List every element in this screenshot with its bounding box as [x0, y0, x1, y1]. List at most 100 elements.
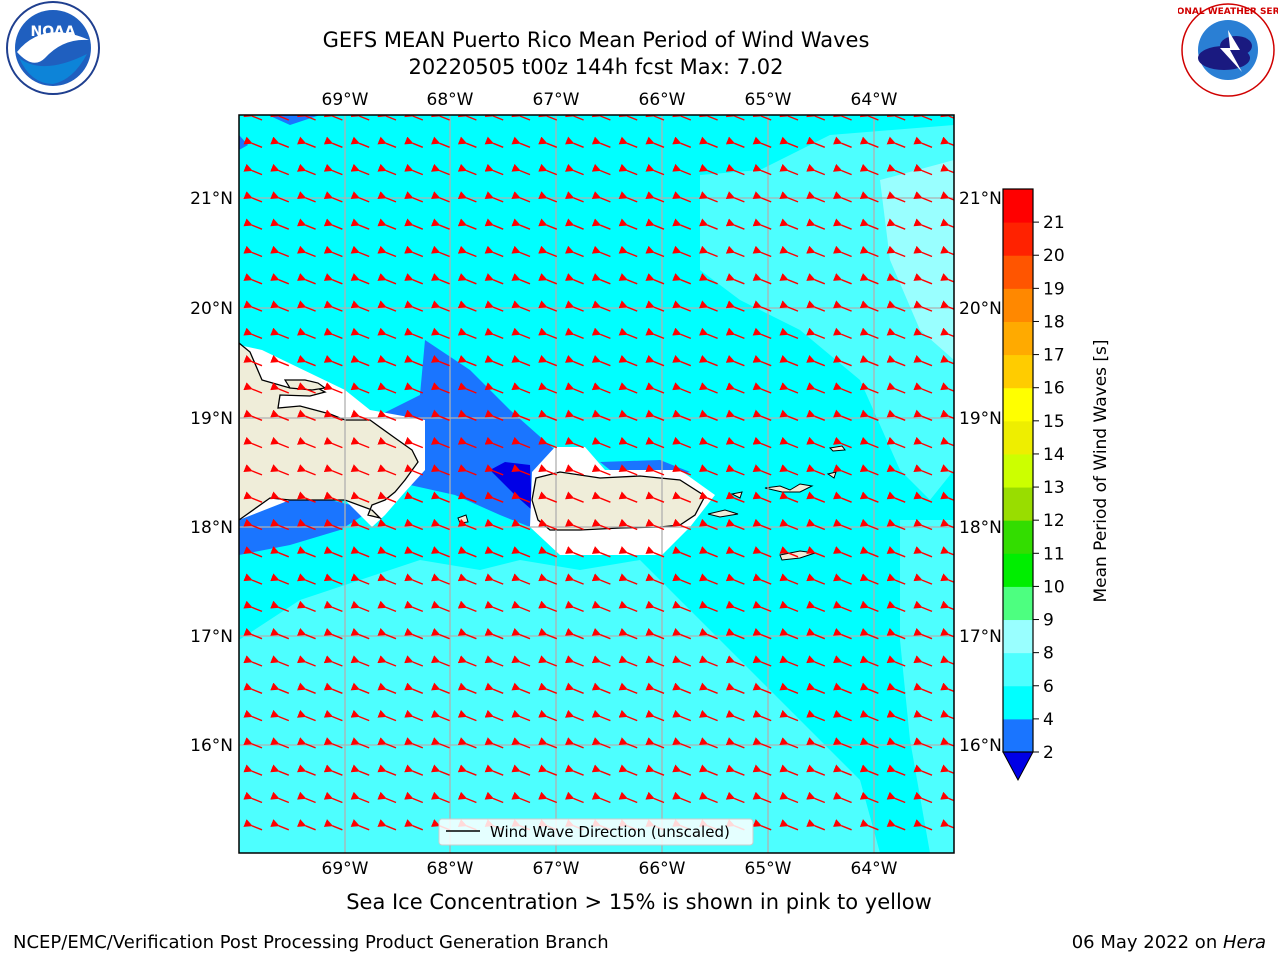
wind-arrow: [913, 791, 933, 804]
wind-arrow: [538, 464, 558, 476]
wind-arrow: [833, 819, 852, 831]
wind-arrow: [618, 191, 638, 203]
wind-arrow: [243, 709, 263, 722]
wind-arrow: [457, 273, 477, 285]
wind-arrow: [913, 300, 933, 312]
wind-arrow: [833, 354, 852, 367]
wind-arrow: [377, 573, 397, 585]
wind-arrow: [538, 354, 558, 367]
wind-arrow: [511, 245, 531, 258]
wind-arrow: [699, 791, 718, 804]
wind-arrow: [699, 546, 718, 558]
wind-arrow: [672, 709, 692, 722]
wind-arrow: [913, 737, 933, 749]
wind-arrow: [699, 764, 718, 776]
wind-arrow: [377, 737, 397, 749]
wind-arrow: [699, 518, 718, 531]
wind-arrow: [484, 464, 504, 476]
wind-arrow: [484, 327, 504, 340]
wind-arrow: [538, 791, 558, 804]
vieques-island: [707, 509, 739, 518]
wind-arrow: [270, 136, 290, 148]
wind-arrow: [725, 737, 745, 749]
wind-arrow: [752, 546, 772, 558]
wind-arrow: [859, 518, 879, 531]
wind-arrow: [752, 464, 772, 476]
wind-arrow: [779, 191, 799, 203]
wind-arrow: [350, 682, 370, 694]
wind-arrow: [323, 627, 343, 640]
wind-arrow: [350, 546, 370, 558]
wind-arrow: [725, 436, 745, 449]
wind-arrow: [431, 300, 450, 312]
wind-arrow: [243, 436, 263, 449]
wind-arrow: [484, 682, 504, 694]
wind-arrow: [511, 491, 531, 503]
wind-arrow: [645, 655, 665, 667]
wind-arrow: [859, 464, 879, 476]
wind-arrow: [806, 491, 826, 503]
wind-arrow: [484, 709, 504, 722]
wind-arrow: [484, 737, 504, 749]
wind-arrow: [538, 491, 558, 503]
wind-arrow: [779, 819, 799, 831]
wind-arrow: [886, 409, 906, 421]
longitude-label: 68°W: [427, 859, 474, 879]
wind-arrow: [565, 655, 584, 667]
wind-arrow: [806, 382, 826, 394]
map-area: [239, 115, 954, 853]
colorbar-segment: [1003, 288, 1033, 322]
colorbar-segment: [1003, 222, 1033, 256]
colorbar-segment: [1003, 553, 1033, 587]
wind-arrow: [779, 546, 799, 558]
wind-arrow: [323, 518, 343, 531]
wind-arrow: [457, 464, 477, 476]
wind-arrow: [270, 491, 290, 503]
wind-arrow: [725, 655, 745, 667]
wind-arrow: [779, 327, 799, 340]
wind-arrow: [591, 409, 611, 421]
wind-arrow: [859, 327, 879, 340]
wind-arrow: [243, 791, 263, 804]
wind-arrow: [591, 627, 611, 640]
wind-arrow: [725, 163, 745, 176]
wind-arrow: [484, 300, 504, 312]
wind-arrow: [833, 464, 852, 476]
wind-arrow: [913, 655, 933, 667]
wind-arrow: [243, 600, 263, 613]
wind-arrow: [913, 682, 933, 694]
latitude-label: 21°N: [190, 189, 233, 209]
wind-arrow: [511, 600, 531, 613]
wind-arrow: [404, 300, 424, 312]
wind-arrow: [645, 382, 665, 394]
wind-arrow: [484, 409, 504, 421]
wind-arrow: [323, 436, 343, 449]
wind-arrow: [297, 409, 316, 421]
wind-arrow: [752, 791, 772, 804]
wind-arrow: [484, 546, 504, 558]
wind-arrow: [806, 819, 826, 831]
wind-arrow: [243, 655, 263, 667]
wind-arrow: [591, 737, 611, 749]
colorbar-tick-label: 13: [1043, 478, 1065, 498]
wind-arrow: [913, 273, 933, 285]
wind-arrow: [833, 436, 852, 449]
wind-arrow: [618, 573, 638, 585]
colorbar-segment: [1003, 420, 1033, 455]
wind-arrow: [618, 382, 638, 394]
wind-arrow: [457, 436, 477, 449]
wind-arrow: [672, 300, 692, 312]
wind-arrow: [752, 354, 772, 367]
wind-arrow: [350, 136, 370, 148]
wind-arrow: [511, 218, 531, 230]
wind-arrow: [350, 464, 370, 476]
wind-arrow: [350, 600, 370, 613]
wind-arrow: [833, 791, 852, 804]
wind-arrow: [511, 627, 531, 640]
wind-arrow: [297, 218, 316, 230]
wind-arrow: [404, 737, 424, 749]
wind-arrow: [833, 163, 852, 176]
wind-arrow: [511, 655, 531, 667]
colorbar-tick-label: 4: [1043, 710, 1054, 730]
wind-arrow: [913, 709, 933, 722]
